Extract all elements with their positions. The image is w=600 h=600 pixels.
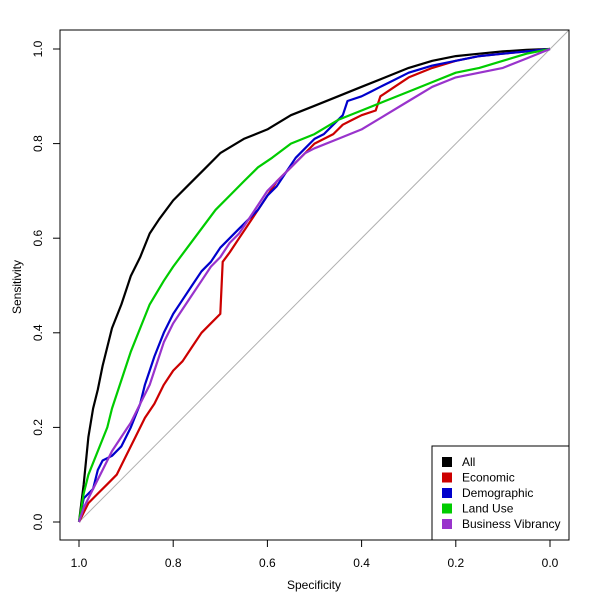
- legend-label: Demographic: [462, 486, 533, 500]
- y-axis-label: Sensitivity: [10, 260, 24, 314]
- series-line-business-vibrancy: [77, 47, 551, 523]
- x-axis-label: Specificity: [287, 578, 341, 592]
- legend-swatch: [442, 457, 452, 467]
- x-tick-label: 1.0: [71, 556, 88, 570]
- x-tick-label: 0.8: [165, 556, 182, 570]
- series-line-all: [77, 47, 551, 523]
- series-line-demographic: [77, 47, 551, 523]
- legend-swatch: [442, 519, 452, 529]
- y-tick-label: 0.2: [31, 419, 45, 436]
- y-tick-label: 0.4: [31, 324, 45, 341]
- plot-area: [77, 29, 570, 523]
- legend-label: Business Vibrancy: [462, 517, 561, 531]
- y-tick-label: 0.6: [31, 230, 45, 247]
- series-line-land-use: [77, 47, 551, 523]
- legend-swatch: [442, 503, 452, 514]
- legend-swatch: [442, 488, 452, 498]
- y-tick-label: 0.0: [31, 513, 45, 530]
- x-tick-label: 0.2: [447, 556, 464, 570]
- y-tick-label: 1.0: [31, 40, 45, 57]
- legend-box: [431, 445, 570, 541]
- reference-diagonal-line: [78, 29, 570, 523]
- x-tick-label: 0.4: [353, 556, 370, 570]
- x-tick-label: 0.6: [259, 556, 276, 570]
- legend-label: Economic: [462, 471, 515, 485]
- y-tick-label: 0.8: [31, 135, 45, 152]
- legend-label: Land Use: [462, 502, 514, 516]
- x-tick-label: 0.0: [542, 556, 559, 570]
- legend-label: All: [462, 455, 475, 469]
- legend-swatch: [442, 472, 452, 483]
